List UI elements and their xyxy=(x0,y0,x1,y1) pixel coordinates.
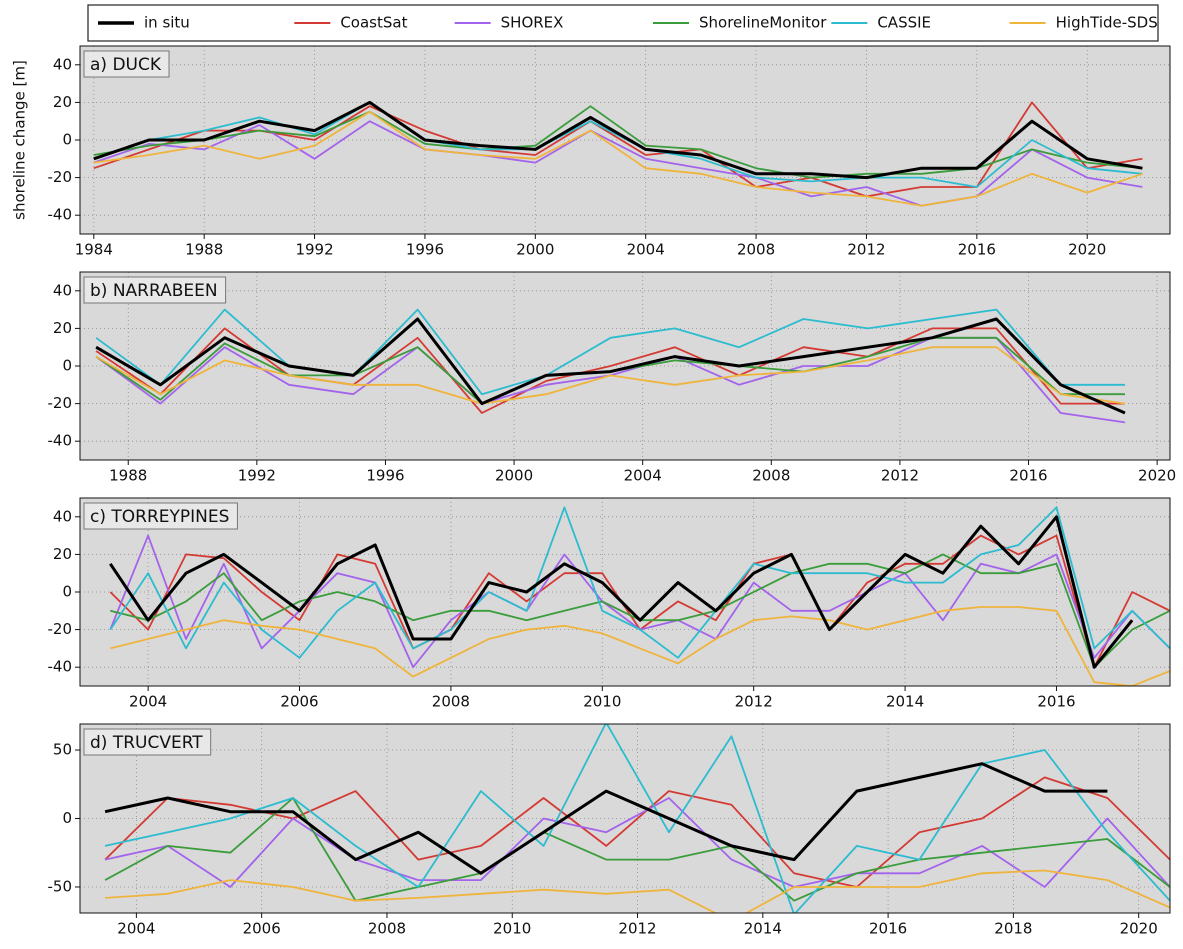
y-tick-label: 40 xyxy=(53,55,72,73)
y-tick-label: 0 xyxy=(62,583,72,601)
panel-label: b) NARRABEEN xyxy=(90,281,218,301)
series-group xyxy=(109,506,1170,686)
y-tick-label: 0 xyxy=(62,131,72,149)
legend-label: HighTide-SDS xyxy=(1056,14,1158,32)
x-tick-label: 2000 xyxy=(495,467,533,485)
legend-label: in situ xyxy=(144,14,190,32)
series-line xyxy=(95,308,1125,396)
x-tick-label: 2008 xyxy=(432,693,470,711)
y-tick-label: -20 xyxy=(48,620,73,638)
x-tick-label: 2016 xyxy=(1009,467,1047,485)
series-line xyxy=(104,762,1108,875)
x-tick-label: 2008 xyxy=(368,920,406,938)
series-group xyxy=(104,724,1170,913)
plot-frame xyxy=(79,497,1171,687)
series-line xyxy=(104,797,1170,888)
x-tick-label: 2012 xyxy=(618,920,656,938)
series-line xyxy=(104,797,1170,902)
x-tick-label: 2016 xyxy=(869,920,907,938)
x-tick-label: 2000 xyxy=(516,241,554,259)
x-tick-label: 2008 xyxy=(752,467,790,485)
x-tick-label: 2016 xyxy=(1037,693,1075,711)
panel-label: a) DUCK xyxy=(90,55,162,75)
x-tick-label: 1988 xyxy=(185,241,223,259)
series-line xyxy=(95,327,1125,414)
y-tick-label: -40 xyxy=(48,658,73,676)
y-tick-label: -40 xyxy=(48,432,73,450)
y-tick-label: 0 xyxy=(62,357,72,375)
y-tick-label: -50 xyxy=(48,877,73,895)
panel-label-box xyxy=(83,276,227,304)
series-group xyxy=(95,308,1126,424)
x-tick-label: 2014 xyxy=(744,920,782,938)
x-tick-label: 2012 xyxy=(847,241,885,259)
x-tick-label: 2010 xyxy=(493,920,531,938)
x-tick-label: 2010 xyxy=(583,693,621,711)
y-tick-label: 0 xyxy=(62,809,72,827)
panel-label: d) TRUCVERT xyxy=(90,733,203,753)
y-tick-label: -20 xyxy=(48,168,73,186)
y-tick-label: 50 xyxy=(53,741,72,759)
series-line xyxy=(95,317,1126,415)
series-line xyxy=(109,515,1134,669)
panel-label-box xyxy=(83,50,170,78)
x-tick-label: 2004 xyxy=(627,241,665,259)
x-tick-label: 1988 xyxy=(109,467,147,485)
y-tick-label: 20 xyxy=(53,93,72,111)
y-axis-label: shoreline change [m] xyxy=(11,60,29,220)
legend-box xyxy=(87,4,1159,42)
x-tick-label: 1984 xyxy=(75,241,113,259)
series-line xyxy=(95,346,1126,405)
plot-frame xyxy=(79,271,1171,461)
x-tick-label: 2014 xyxy=(886,693,924,711)
y-tick-label: 40 xyxy=(53,507,72,525)
x-tick-label: 2020 xyxy=(1068,241,1106,259)
x-tick-label: 2006 xyxy=(280,693,318,711)
x-tick-label: 2012 xyxy=(735,693,773,711)
legend-label: SHOREX xyxy=(501,14,564,32)
series-line xyxy=(104,724,1170,913)
series-line xyxy=(104,776,1170,888)
panel-label-box xyxy=(83,728,212,756)
x-tick-label: 2004 xyxy=(117,920,155,938)
x-tick-label: 1992 xyxy=(295,241,333,259)
series-line xyxy=(93,110,1143,207)
x-tick-label: 2020 xyxy=(1120,920,1158,938)
x-tick-label: 2016 xyxy=(958,241,996,259)
legend-label: CoastSat xyxy=(340,14,407,32)
x-tick-label: 2006 xyxy=(243,920,281,938)
x-tick-label: 1992 xyxy=(238,467,276,485)
series-group xyxy=(93,100,1143,207)
x-tick-label: 2018 xyxy=(994,920,1032,938)
y-tick-label: -20 xyxy=(48,394,73,412)
legend-label: ShorelineMonitor xyxy=(699,14,827,32)
plot-frame xyxy=(79,723,1171,914)
series-line xyxy=(93,101,1143,188)
legend-label: CASSIE xyxy=(877,14,931,32)
series-line xyxy=(105,869,1170,913)
panel-label-box xyxy=(83,502,238,530)
plot-frame xyxy=(79,45,1171,235)
y-tick-label: 40 xyxy=(53,281,72,299)
x-tick-label: 1996 xyxy=(366,467,404,485)
x-tick-label: 1996 xyxy=(406,241,444,259)
series-line xyxy=(109,506,1170,659)
series-line xyxy=(93,100,1143,180)
series-line xyxy=(110,606,1170,686)
x-tick-label: 2004 xyxy=(624,467,662,485)
x-tick-label: 2020 xyxy=(1138,467,1176,485)
x-tick-label: 2008 xyxy=(737,241,775,259)
panel-label: c) TORREYPINES xyxy=(90,507,229,527)
y-tick-label: 20 xyxy=(53,545,72,563)
x-tick-label: 2012 xyxy=(881,467,919,485)
x-tick-label: 2004 xyxy=(129,693,167,711)
legend: in situ CoastSat SHOREX ShorelineMonitor CAS… xyxy=(98,14,1158,32)
y-tick-label: -40 xyxy=(48,206,73,224)
y-tick-label: 20 xyxy=(53,319,72,337)
